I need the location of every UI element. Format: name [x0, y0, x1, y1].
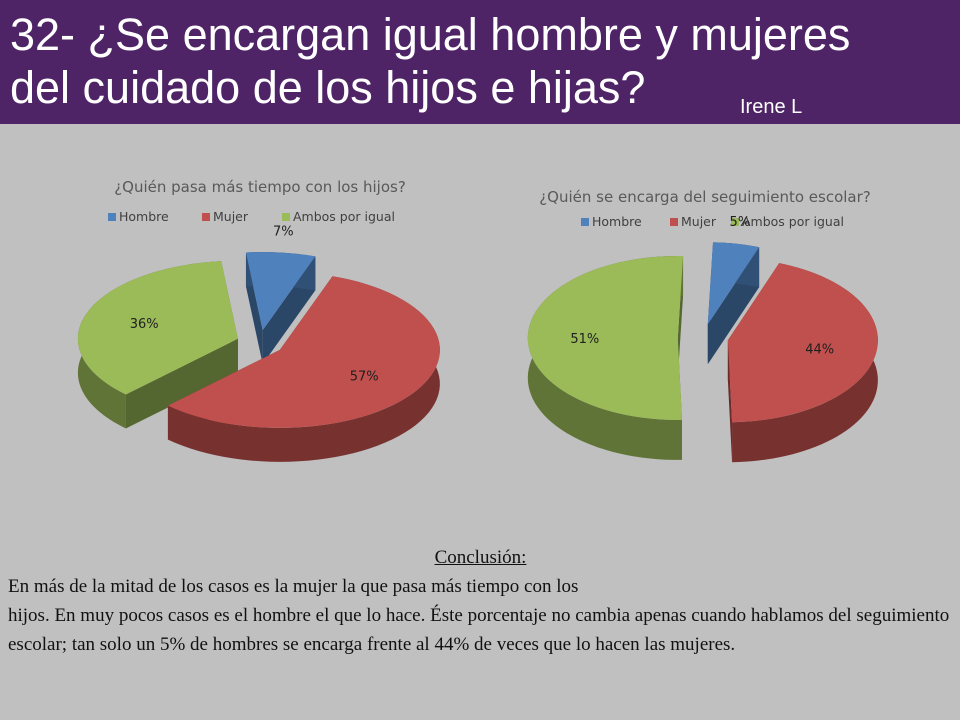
legend-swatch [108, 213, 116, 221]
data-label: 57% [350, 369, 379, 384]
legend-entry: Hombre [119, 209, 169, 224]
conclusion-block: Conclusión: En más de la mitad de los ca… [8, 543, 953, 659]
pie-chart-time-with-children: ¿Quién pasa más tiempo con los hijos? Hom… [77, 168, 460, 462]
pie-slice-ambos-por-igual [77, 261, 238, 429]
pie-svg: ¿Quién se encarga del seguimiento escola… [527, 188, 878, 463]
slide-title: 32- ¿Se encargan igual hombre y mujeres … [10, 9, 851, 113]
data-label: 36% [130, 317, 159, 332]
chart-title: ¿Quién pasa más tiempo con los hijos? [114, 178, 406, 196]
pie-slice-hombre [707, 242, 760, 365]
pie-slice-ambos-por-igual [527, 255, 684, 460]
pie-chart-school-follow-up: ¿Quién se encarga del seguimiento escola… [525, 168, 905, 463]
conclusion-text: En más de la mitad de los casos es la mu… [8, 576, 950, 655]
legend-entry: Ambos por igual [742, 214, 844, 229]
legend-entry: Ambos por igual [293, 209, 395, 224]
data-label: 5% [730, 215, 751, 230]
legend-entry: Hombre [592, 214, 642, 229]
legend-entry: Mujer [213, 209, 249, 224]
author-name: Irene L [740, 96, 803, 118]
legend-swatch [670, 218, 678, 226]
pie-svg: ¿Quién pasa más tiempo con los hijos? Hom… [77, 178, 440, 462]
legend-swatch [282, 213, 290, 221]
pie-slice-hombre [245, 252, 316, 365]
chart-title: ¿Quién se encarga del seguimiento escola… [539, 188, 871, 206]
pie-slice-mujer [727, 263, 878, 463]
data-label: 44% [805, 342, 834, 357]
slide-header: 32- ¿Se encargan igual hombre y mujeres … [0, 0, 960, 124]
data-label: 7% [273, 224, 294, 239]
legend-swatch [731, 218, 739, 226]
legend-entry: Mujer [681, 214, 717, 229]
conclusion-heading: Conclusión: [434, 547, 527, 568]
data-label: 51% [570, 332, 599, 347]
pie-slice-mujer [167, 276, 440, 462]
legend-swatch [581, 218, 589, 226]
legend-swatch [202, 213, 210, 221]
